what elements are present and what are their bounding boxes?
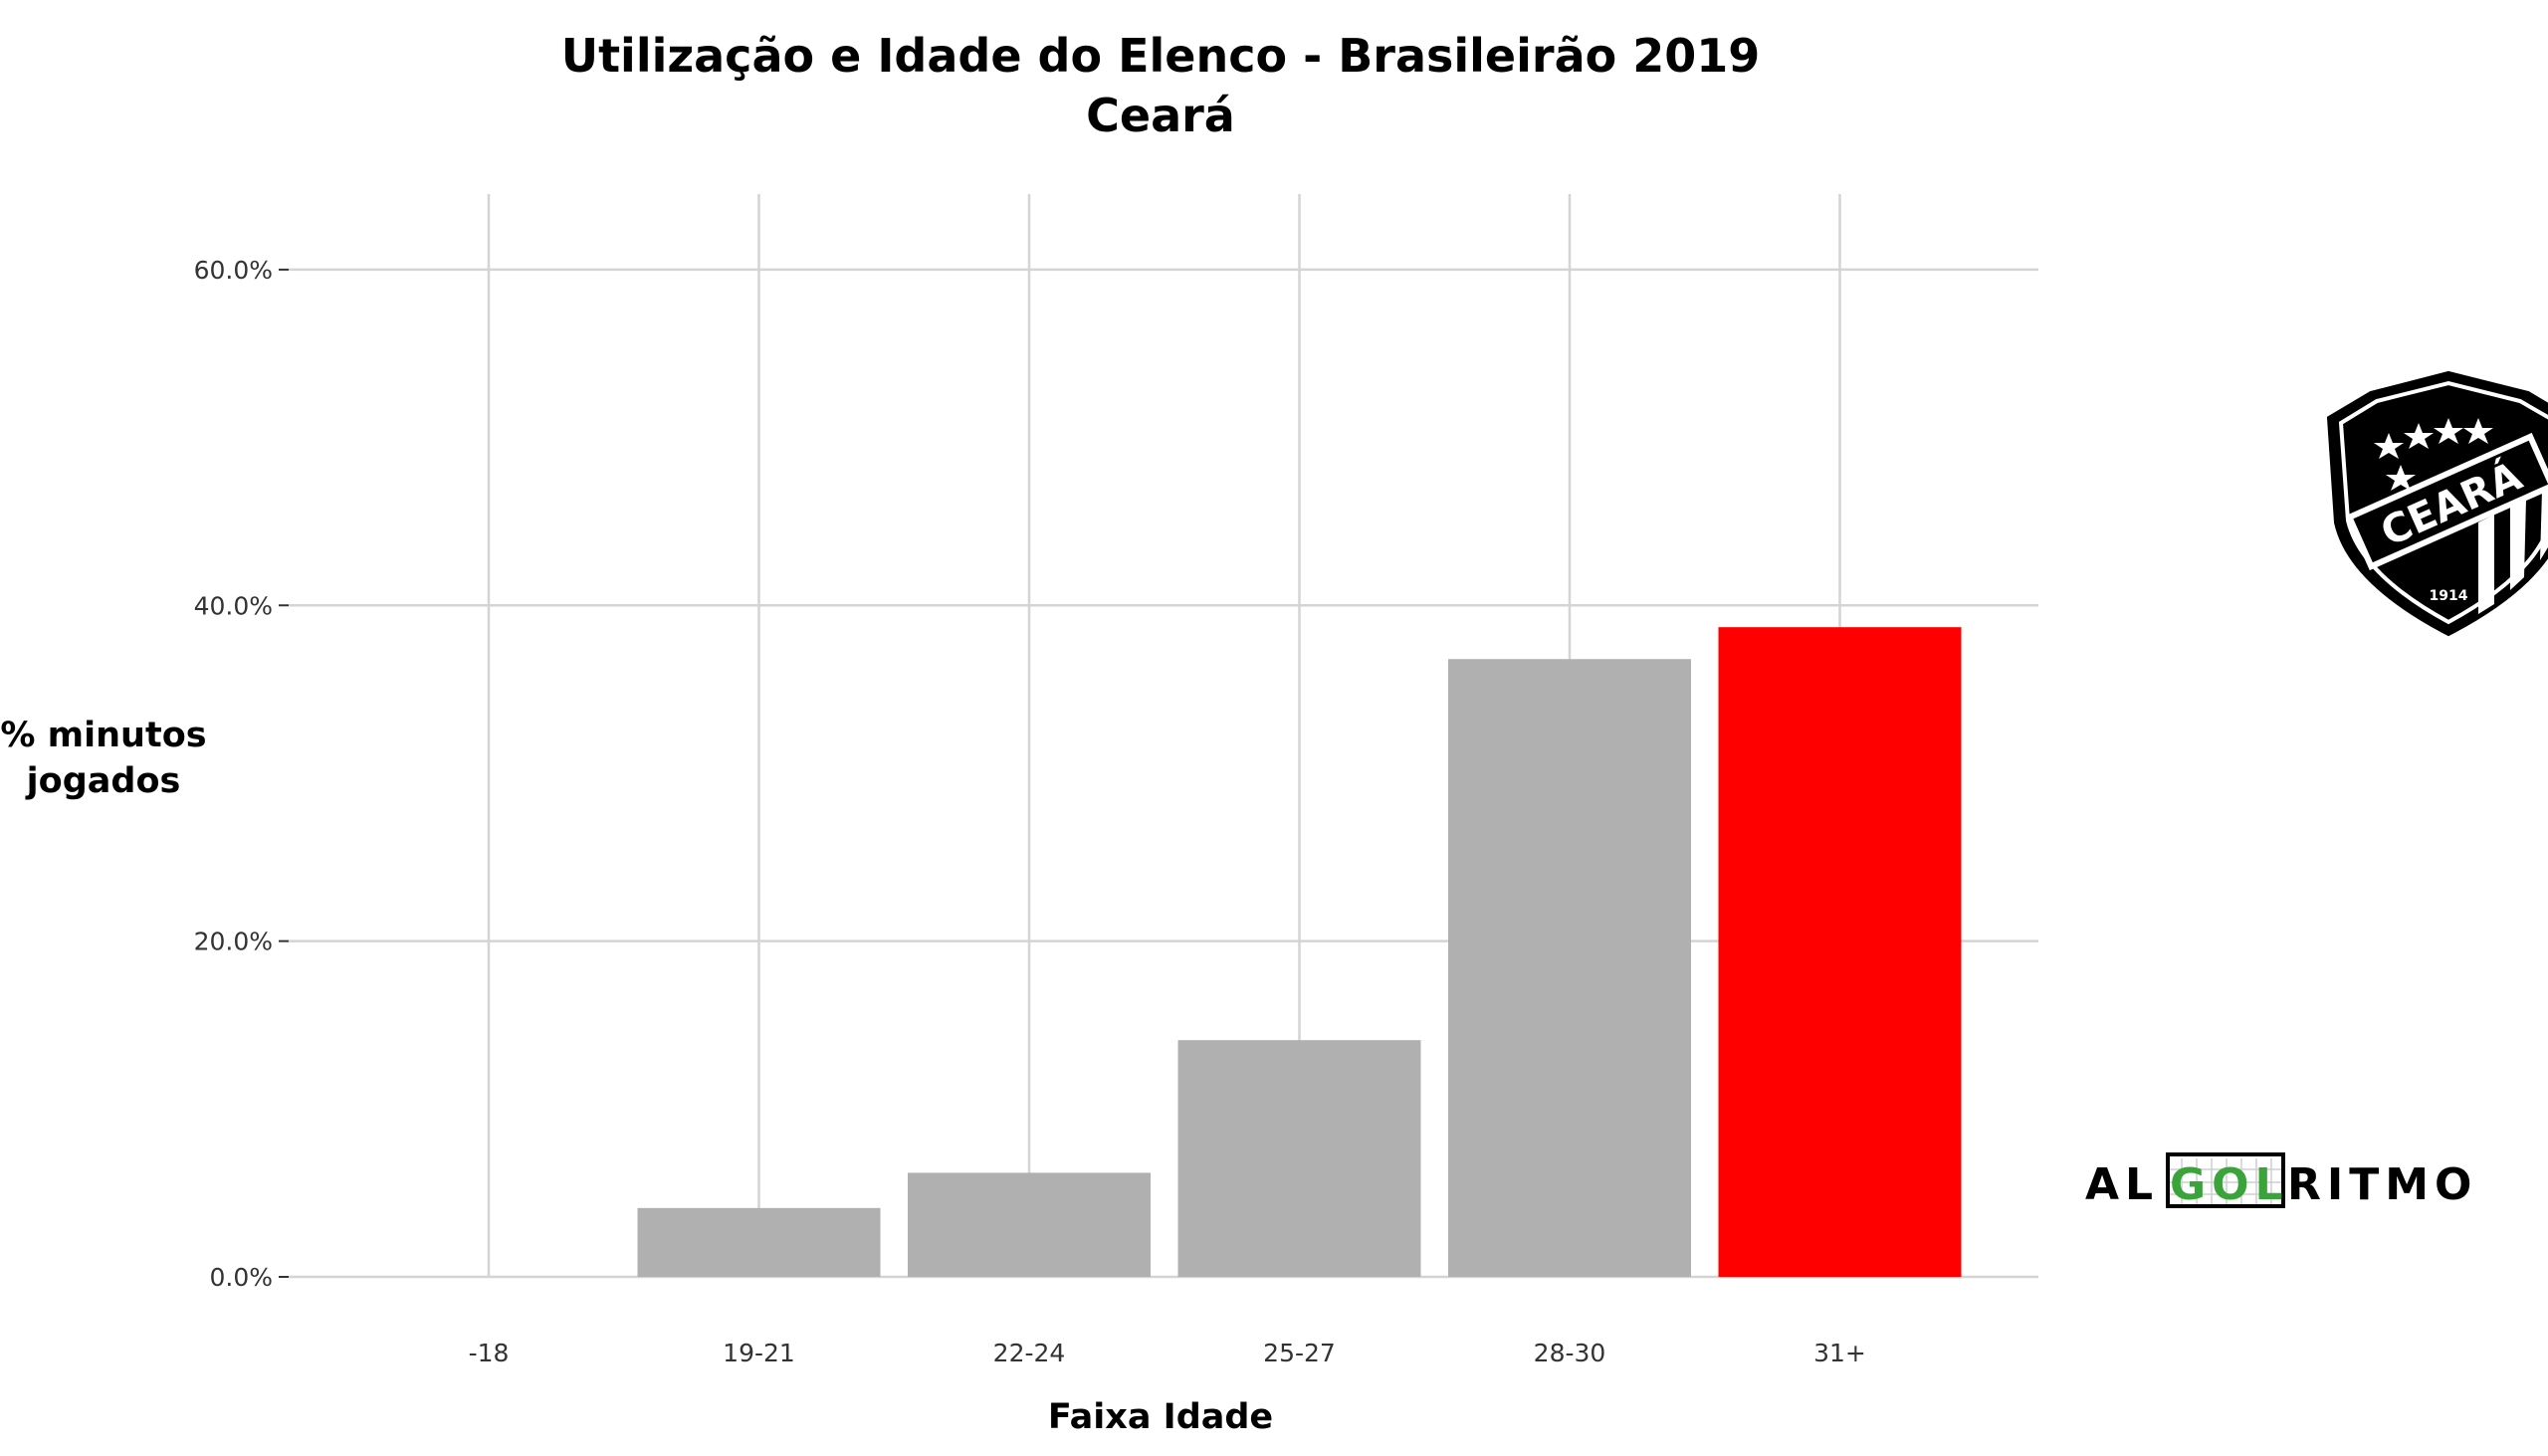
bar-25-27 <box>1177 1040 1421 1277</box>
bars <box>637 627 1962 1277</box>
x-tick-label: 25-27 <box>1263 1339 1336 1367</box>
crest-stripes <box>2478 488 2548 614</box>
logo-text-ritmo: RITMO <box>2287 1159 2477 1210</box>
algolritmo-logo: AL GOL RITMO <box>2085 1152 2477 1210</box>
x-tick-label: 22-24 <box>993 1339 1066 1367</box>
x-tick-label: 19-21 <box>723 1339 795 1367</box>
y-tick-label: 0.0% <box>209 1263 273 1292</box>
x-axis-ticks: -18 19-21 22-24 25-27 28-30 31+ <box>469 1339 1866 1367</box>
bar-28-30 <box>1448 659 1691 1277</box>
y-tick-label: 60.0% <box>194 256 273 285</box>
logo-goal-frame <box>2166 1152 2285 1208</box>
y-tick-label: 40.0% <box>194 591 273 620</box>
logo-text-gol: GOL <box>2170 1159 2289 1210</box>
crest-year: 1914 <box>2430 588 2468 604</box>
x-tick-label: 31+ <box>1813 1339 1866 1367</box>
bar-19-21 <box>637 1207 881 1277</box>
x-axis-title: Faixa Idade <box>1048 1397 1273 1437</box>
chart-subtitle: Ceará <box>1086 89 1235 142</box>
bar-31+ <box>1718 627 1962 1277</box>
y-axis-title-line1: % minutos <box>0 716 206 755</box>
crest-stars <box>2374 418 2493 491</box>
x-tick-label: -18 <box>469 1339 510 1367</box>
bar-22-24 <box>908 1172 1151 1277</box>
logo-text-al: AL <box>2085 1159 2159 1210</box>
club-crest-logo: CEARÁ 1914 <box>2326 370 2548 637</box>
chart-title: Utilização e Idade do Elenco - Brasileir… <box>561 29 1761 83</box>
y-tick-label: 20.0% <box>194 928 273 956</box>
y-axis-ticks: 0.0% 20.0% 40.0% 60.0% <box>194 256 289 1292</box>
y-axis-title-line2: jogados <box>25 761 181 801</box>
logo-goal-net <box>2170 1158 2281 1204</box>
x-tick-label: 28-30 <box>1534 1339 1606 1367</box>
